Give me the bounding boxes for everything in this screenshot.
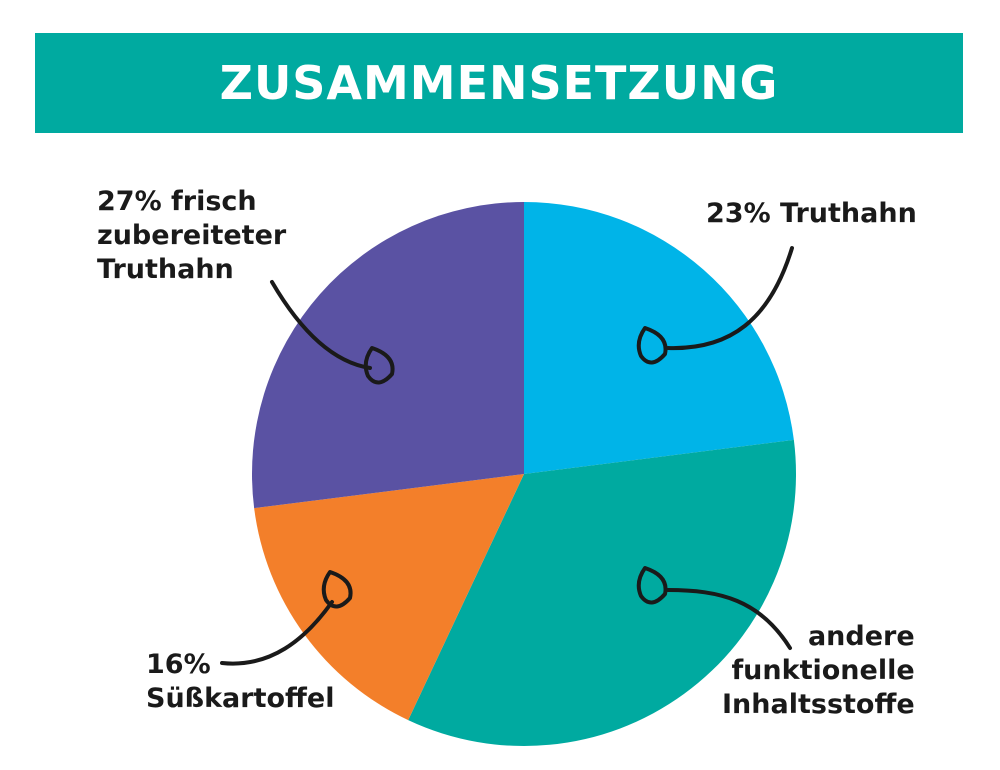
slice-label-line: andere: [807, 621, 915, 652]
slice-label-andere-inhaltsstoffe: andere funktionelle Inhaltsstoffe: [722, 620, 915, 722]
slice-suesskartoffel: [254, 474, 524, 721]
slice-label-line: 16%: [146, 649, 211, 680]
slice-label-line: zubereiteter: [97, 220, 287, 251]
chart-title: ZUSAMMENSETZUNG: [219, 56, 779, 110]
slice-label-line: 27% frisch: [97, 186, 257, 217]
arrow-truthahn-icon: [636, 246, 794, 365]
title-banner: ZUSAMMENSETZUNG: [35, 33, 963, 133]
slice-label-frisch-truthahn: 27% frisch zubereiteter Truthahn: [97, 185, 286, 287]
slice-label-line: Süßkartoffel: [146, 683, 335, 714]
slice-label-line: Inhaltsstoffe: [722, 689, 915, 720]
slice-label-line: 23% Truthahn: [706, 198, 917, 229]
slice-label-truthahn: 23% Truthahn: [706, 197, 917, 231]
arrow-suesskartoffel-icon: [220, 570, 353, 666]
slice-label-suesskartoffel: 16% Süßkartoffel: [146, 648, 334, 716]
arrow-frisch-truthahn-icon: [270, 280, 395, 385]
arrow-andere-inhaltsstoffe-icon: [636, 566, 792, 650]
slice-andere-inhaltsstoffe: [408, 439, 797, 746]
slice-label-line: Truthahn: [97, 254, 234, 285]
slice-label-line: funktionelle: [731, 655, 915, 686]
